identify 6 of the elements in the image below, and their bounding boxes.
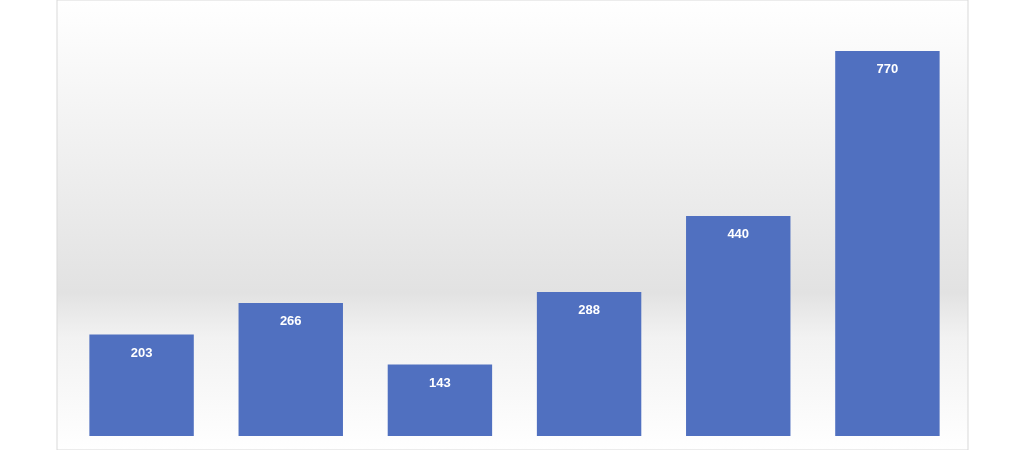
- data-label: 203: [130, 344, 153, 360]
- data-label: 266: [279, 313, 302, 328]
- data-label: 288: [578, 302, 600, 317]
- data-label: 440: [727, 226, 750, 241]
- data-label: 143: [429, 374, 451, 390]
- data-label: 770: [876, 61, 899, 76]
